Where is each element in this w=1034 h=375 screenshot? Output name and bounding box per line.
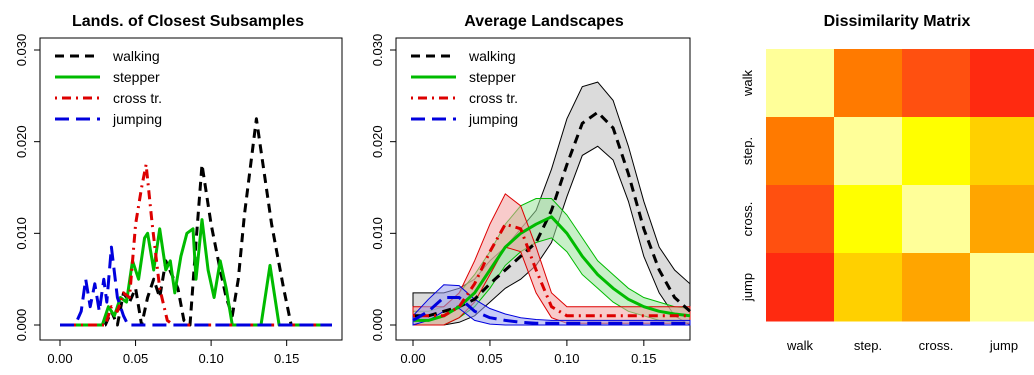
heatmap-cell — [970, 49, 1034, 118]
legend-label: cross tr. — [113, 90, 162, 106]
y-tick-label: 0.030 — [370, 34, 385, 67]
y-tick-label: 0.000 — [14, 309, 29, 342]
legend: walking stepper cross tr. jumping — [55, 48, 162, 127]
plot-frame — [39, 37, 343, 341]
series-line — [60, 245, 332, 327]
x-tick-label: 0.15 — [274, 351, 299, 366]
chart-title: Average Landscapes — [464, 13, 624, 30]
x-tick-label: 0.00 — [47, 351, 72, 366]
heatmap-cell — [834, 253, 903, 322]
y-tick-label: 0.030 — [14, 34, 29, 67]
x-tick-label: 0.15 — [631, 351, 656, 366]
chart-title: Lands. of Closest Subsamples — [72, 13, 304, 30]
heatmap-cell — [766, 185, 835, 254]
series-line — [413, 215, 691, 322]
series-line — [60, 163, 332, 327]
y-tick-label: 0.020 — [370, 125, 385, 158]
heatmap-cell — [834, 117, 903, 186]
heatmap-cell — [970, 253, 1034, 322]
series-line — [412, 296, 690, 325]
plot-frame — [395, 37, 691, 341]
col-label: walk — [786, 338, 814, 353]
heatmap-cell — [902, 49, 971, 118]
legend: walking stepper cross tr. jumping — [411, 48, 518, 127]
legend-label: stepper — [469, 69, 516, 85]
x-tick-label: 0.10 — [198, 351, 223, 366]
heatmap-cell — [902, 185, 971, 254]
col-label: step. — [854, 338, 882, 353]
col-label: cross. — [919, 338, 954, 353]
heatmap-cell — [766, 253, 835, 322]
heatmap-cell — [834, 49, 903, 118]
row-label: cross. — [740, 202, 755, 237]
x-tick-label: 0.10 — [554, 351, 579, 366]
legend-label: cross tr. — [469, 90, 518, 106]
heatmap-cell — [902, 253, 971, 322]
row-label: jump — [740, 273, 755, 302]
col-label: jump — [989, 338, 1018, 353]
dissimilarity-matrix-panel: Dissimilarity Matrix walk step. cross. jump… — [740, 13, 1034, 353]
row-label: walk — [740, 70, 755, 98]
legend-label: walking — [468, 48, 516, 64]
heatmap-cell — [970, 117, 1034, 186]
legend-label: walking — [112, 48, 160, 64]
series-line — [413, 222, 690, 318]
x-tick-label: 0.05 — [477, 351, 502, 366]
confidence-band — [412, 284, 691, 326]
series-line — [60, 218, 332, 327]
series-line — [60, 117, 332, 327]
average-landscapes-panel: Average Landscapes 0.00 0.05 0.10 0.15 0.000… — [370, 13, 692, 366]
heatmap-cell — [766, 117, 835, 186]
row-label: step. — [740, 137, 755, 165]
heatmap-cell — [834, 185, 903, 254]
y-tick-label: 0.010 — [14, 217, 29, 250]
heatmap-cell — [766, 49, 835, 118]
legend-label: jumping — [112, 111, 162, 127]
legend-label: stepper — [113, 69, 160, 85]
y-tick-label: 0.020 — [14, 125, 29, 158]
y-tick-label: 0.010 — [370, 217, 385, 250]
x-tick-label: 0.00 — [400, 351, 425, 366]
legend-label: jumping — [468, 111, 518, 127]
heatmap-cell — [970, 185, 1034, 254]
chart-title: Dissimilarity Matrix — [824, 13, 971, 30]
closest-subsamples-panel: Lands. of Closest Subsamples 0.00 0.05 0.1… — [14, 13, 343, 366]
heatmap-cell — [902, 117, 971, 186]
x-tick-label: 0.05 — [123, 351, 148, 366]
y-tick-label: 0.000 — [370, 309, 385, 342]
